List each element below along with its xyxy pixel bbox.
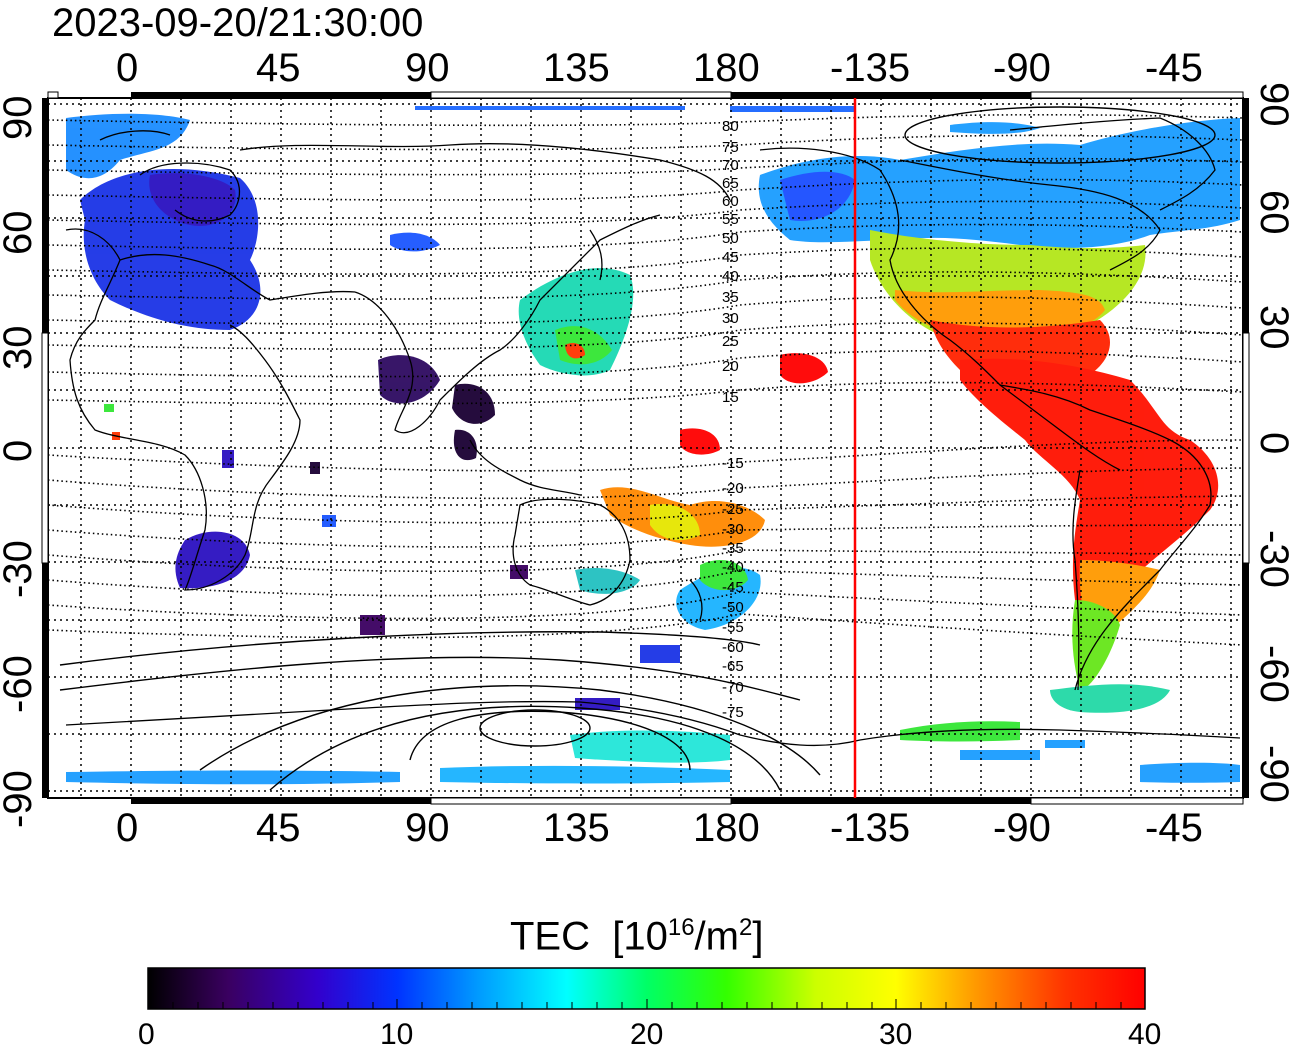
contour-label: -15 [722,455,744,472]
colorbar-minor-ticks [172,999,1122,1009]
contour-label: -25 [722,501,744,518]
colorbar-label: TEC [1016/m2] [510,905,763,959]
colorbar-tick: 40 [1128,1018,1162,1051]
colorbar-tick: 0 [138,1018,155,1051]
grid-parallels [48,103,1243,792]
left-lat-tick: 60 [0,210,40,256]
bottom-lon-tick: 90 [405,806,450,850]
magnetic-contours [48,113,1243,646]
colorbar-label-close: ] [752,914,764,959]
contour-label: 25 [722,333,739,350]
left-lat-tick: 90 [0,95,40,141]
left-lat-tick: 30 [0,325,40,371]
top-lon-tick: 90 [405,46,450,90]
contour-label: 20 [722,358,739,375]
left-lat-tick: 0 [0,439,40,462]
bottom-lon-tick: 135 [543,806,610,850]
colorbar-label-exp: 16 [667,914,695,941]
left-lat-tick: -30 [0,540,40,598]
contour-label: 80 [722,118,739,135]
top-lon-tick: 180 [693,46,760,90]
contour-label: -30 [722,521,744,538]
contour-label: 40 [722,268,739,285]
contour-label: 50 [722,230,739,247]
top-lon-tick: -45 [1145,46,1203,90]
right-lat-tick: -30 [1252,530,1294,588]
contour-label: 15 [722,389,739,406]
right-lat-tick: -90 [1252,745,1294,803]
timestamp-title: 2023-09-20/21:30:00 [52,1,424,45]
contour-label: -40 [722,559,744,576]
contour-label: 35 [722,289,739,306]
contour-label: -35 [722,540,744,557]
contour-label: -50 [722,599,744,616]
colorbar-tick: 30 [879,1018,913,1051]
top-lon-tick: 45 [256,46,301,90]
contour-label: 45 [722,249,739,266]
colorbar-label-unit-mid: /m [694,914,739,959]
colorbar-label-main: TEC [510,914,590,959]
bottom-lon-tick: -90 [993,806,1051,850]
contour-label: -45 [722,579,744,596]
colorbar-label-exp2: 2 [738,914,753,941]
right-lat-tick: 0 [1252,432,1294,455]
bottom-lon-tick: 45 [256,806,301,850]
top-lon-tick: 0 [116,46,139,90]
top-lon-tick: -135 [830,46,911,90]
left-lat-tick: -60 [0,655,40,713]
contour-label: 55 [722,211,739,228]
contour-label: -55 [722,619,744,636]
contour-label: -70 [722,679,744,696]
bottom-lon-tick: 180 [693,806,760,850]
bottom-lon-tick: -45 [1145,806,1203,850]
contour-label: -65 [722,658,744,675]
colorbar-label-unit-open: [10 [612,914,668,959]
contour-label-group: 80 75 70 65 60 55 50 45 40 35 30 25 20 1… [722,118,744,721]
right-lat-tick: 90 [1252,82,1294,127]
frame-ticks [41,91,1250,805]
contour-label: -60 [722,639,744,656]
right-lat-tick: 60 [1252,190,1294,235]
contour-label: -75 [722,704,744,721]
top-lon-tick: -90 [993,46,1051,90]
right-lat-tick: -60 [1252,645,1294,703]
right-lat-tick: 30 [1252,305,1294,350]
colorbar-tick: 20 [630,1018,664,1051]
top-lon-tick: 135 [543,46,610,90]
contour-label: 70 [722,157,739,174]
coastlines [65,117,1241,747]
bottom-lon-tick: -135 [830,806,911,850]
bottom-lon-tick: 0 [116,806,139,850]
contour-label: -20 [722,480,744,497]
contour-label: 65 [722,175,739,192]
contour-label: 60 [722,193,739,210]
magnetic-pole-contours [59,106,1216,791]
contour-label: 75 [722,139,739,156]
contour-label: 30 [722,310,739,327]
left-lat-tick: -90 [0,770,40,828]
colorbar-tick: 10 [380,1018,414,1051]
